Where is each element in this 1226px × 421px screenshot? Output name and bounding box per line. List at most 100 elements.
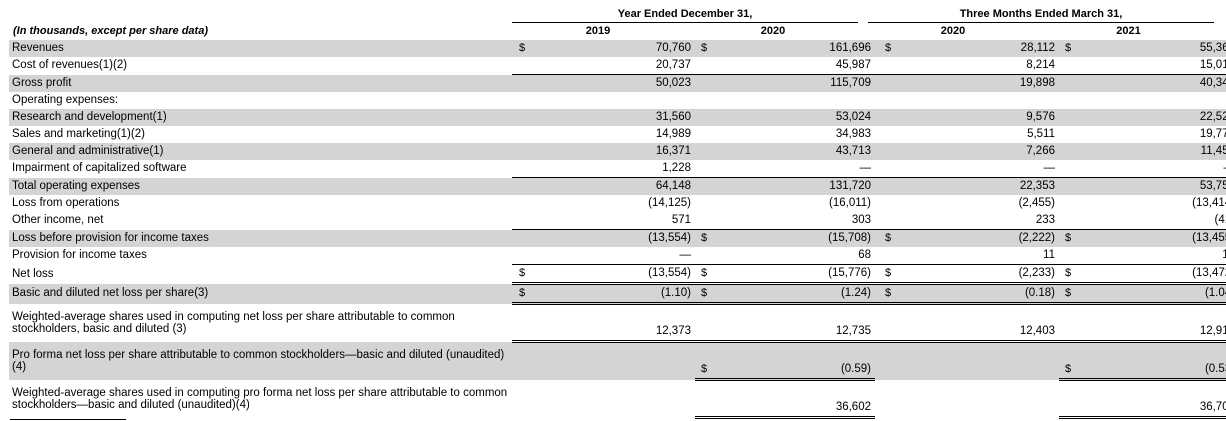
value-col3: (0.18): [895, 283, 1059, 305]
value-col1: 64,148: [529, 177, 695, 195]
value-col2: 131,720: [711, 177, 875, 195]
currency-symbol-col2: [695, 74, 711, 92]
table-row: Total operating expenses 64,148 131,720 22,…: [9, 177, 1226, 195]
currency-symbol-col3: $: [875, 264, 895, 285]
row-label: Pro forma net loss per share attributabl…: [9, 341, 512, 380]
value-col4: 53,755: [1075, 177, 1226, 195]
value-col3: [895, 341, 1059, 380]
col-header-2020-year: 2020: [760, 25, 786, 37]
currency-symbol-col2: [695, 160, 711, 178]
table-row: Revenues$70,760$161,696$28,112$55,360: [9, 40, 1226, 57]
currency-symbol-col3: [875, 212, 895, 230]
currency-symbol-col1: [512, 229, 529, 247]
currency-symbol-col2: [695, 247, 711, 265]
currency-symbol-col2: $: [695, 283, 711, 305]
value-col3: 12,403: [895, 303, 1059, 343]
col-header-2021: 2021: [1116, 25, 1141, 37]
table-row: Basic and diluted net loss per share(3) $…: [9, 283, 1226, 305]
row-label: Weighted-average shares used in computin…: [12, 310, 455, 335]
value-col1: (13,554): [529, 264, 695, 285]
units-note: (In thousands, except per share data): [13, 25, 208, 37]
currency-symbol-col1: [512, 126, 529, 143]
value-col4: 55,360: [1075, 40, 1226, 57]
value-col4: —: [1075, 160, 1226, 178]
value-col1: 12,373: [529, 303, 695, 343]
currency-symbol-col4: $: [1059, 341, 1075, 381]
currency-symbol-col3: [875, 109, 895, 126]
table-row: Gross profit 50,023 115,709 19,898 40,341: [9, 74, 1226, 92]
value-col1: (13,554): [529, 229, 695, 247]
value-col3: (2,233): [895, 264, 1059, 285]
currency-symbol-col4: $: [1059, 264, 1075, 285]
currency-symbol-col3: [875, 160, 895, 178]
row-label: Loss from operations: [12, 197, 120, 209]
value-col3: 19,898: [895, 74, 1059, 92]
currency-symbol-col3: [875, 380, 895, 418]
row-label: Impairment of capitalized software: [12, 162, 187, 175]
value-col4: 22,529: [1075, 109, 1226, 126]
table-body: Revenues$70,760$161,696$28,112$55,360Cos…: [9, 40, 1226, 419]
value-col2: 303: [851, 214, 871, 226]
value-col3: [895, 380, 1059, 418]
value-col3: 9,576: [895, 109, 1059, 126]
value-col4: (41): [1214, 214, 1226, 226]
table-row: Cost of revenues(1)(2) 20,737 45,987 8,214 1…: [9, 57, 1226, 75]
value-col1: 70,760: [529, 40, 695, 57]
value-col2: (1.24): [711, 283, 875, 305]
value-col4: 11,453: [1075, 143, 1226, 160]
value-col2: (16,011): [829, 197, 871, 209]
value-col3: (2,455): [1018, 197, 1055, 209]
currency-symbol-col3: $: [875, 40, 895, 57]
currency-symbol-col3: [875, 143, 895, 160]
currency-symbol-col2: $: [695, 40, 711, 57]
table-row: Weighted-average shares used in computin…: [9, 303, 1226, 343]
value-col3: 233: [1035, 214, 1055, 226]
currency-symbol-col2: [695, 143, 711, 160]
currency-symbol-col2: [695, 212, 711, 230]
currency-symbol-col3: [875, 74, 895, 92]
currency-symbol-col4: [1059, 57, 1075, 75]
currency-symbol-col1: [512, 341, 529, 380]
value-col2: (15,776): [711, 264, 875, 285]
row-label: Net loss: [12, 267, 54, 280]
value-col4: 15,019: [1199, 59, 1226, 71]
value-col3: 5,511: [1027, 128, 1055, 140]
currency-symbol-col2: [695, 177, 711, 195]
income-statement-table: Revenues$70,760$161,696$28,112$55,360Cos…: [9, 40, 1226, 419]
col-header-2020-quarter: 2020: [940, 25, 966, 37]
table-row: Net loss $ (13,554) $ (15,776) $ (2,233) $ (13,4…: [9, 264, 1226, 285]
currency-symbol-col3: [875, 341, 895, 380]
col-header-2019: 2019: [585, 25, 611, 37]
currency-symbol-col1: [512, 177, 529, 195]
row-label: Operating expenses:: [12, 94, 119, 106]
value-col1: —: [679, 249, 692, 261]
currency-symbol-col4: [1059, 143, 1075, 160]
table-row: Research and development(1) 31,560 53,024 9…: [9, 109, 1226, 126]
row-label: Revenues: [9, 40, 512, 57]
currency-symbol-col2: [695, 379, 711, 419]
value-col4: (13,455): [1075, 229, 1226, 247]
value-col1: 14,989: [655, 128, 691, 140]
value-col4: (13,472): [1075, 264, 1226, 285]
value-col4: (0.53): [1075, 341, 1226, 381]
value-col1: 50,023: [529, 74, 695, 92]
value-col1: 571: [671, 214, 691, 226]
currency-symbol-col4: $: [1059, 283, 1075, 305]
currency-symbol-col3: [875, 247, 895, 265]
currency-symbol-col4: $: [1059, 229, 1075, 247]
header-three-months: Three Months Ended March 31,: [959, 8, 1123, 20]
value-col3: [895, 92, 1059, 109]
value-col2: 161,696: [711, 40, 875, 57]
currency-symbol-col3: [875, 195, 895, 212]
value-col4: [1075, 92, 1226, 109]
footnote-divider: [10, 419, 126, 420]
currency-symbol-col4: [1059, 212, 1075, 230]
currency-symbol-col1: $: [512, 283, 529, 305]
table-row: Operating expenses:: [9, 92, 1226, 109]
value-col4: (13,414): [1192, 197, 1226, 209]
currency-symbol-col3: $: [875, 283, 895, 305]
header-year-ended: Year Ended December 31,: [617, 8, 753, 20]
row-label: Sales and marketing(1)(2): [12, 128, 145, 140]
value-col3: 22,353: [895, 177, 1059, 195]
value-col1: (1.10): [529, 283, 695, 305]
